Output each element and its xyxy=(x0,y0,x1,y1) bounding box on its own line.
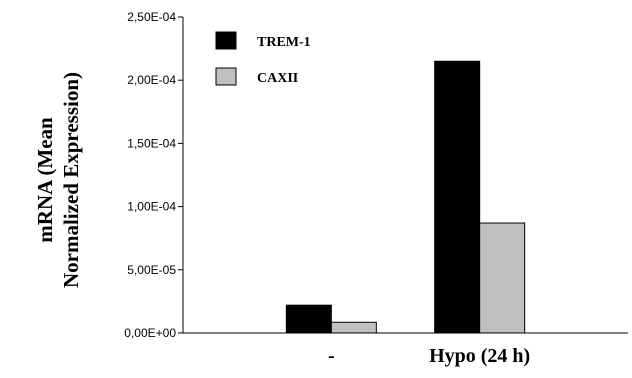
y-tick-label: 2,00E-04 xyxy=(127,73,176,87)
y-ticks: 0,00E+00 5,00E-05 1,00E-04 1,50E-04 2,00E-04… xyxy=(124,10,183,340)
bar-trem-1-1 xyxy=(434,60,481,334)
bars xyxy=(285,60,526,334)
y-tick-label: 2,50E-04 xyxy=(127,10,176,24)
legend-label: TREM-1 xyxy=(257,35,311,50)
y-tick-label: 0,00E+00 xyxy=(124,326,176,340)
y-axis-label: mRNA (Mean Normalized Expression) xyxy=(33,72,83,288)
legend-swatch xyxy=(215,31,237,50)
legend-label: CAXII xyxy=(257,71,298,86)
bar-caxii-1 xyxy=(479,222,526,334)
bar-trem-1-0 xyxy=(285,304,332,334)
y-axis-label-line-1: mRNA (Mean xyxy=(33,117,57,243)
x-tick-labels: - Hypo (24 h) xyxy=(328,345,530,367)
y-tick-label: 1,00E-04 xyxy=(127,200,176,214)
legend: TREM-1 CAXII xyxy=(215,31,311,86)
x-tick-label: - xyxy=(328,345,335,367)
axes xyxy=(182,17,628,334)
y-tick-label: 1,50E-04 xyxy=(127,136,176,150)
y-tick-label: 5,00E-05 xyxy=(127,263,176,277)
legend-swatch xyxy=(215,67,237,86)
bar-caxii-0 xyxy=(330,321,377,334)
x-tick-label: Hypo (24 h) xyxy=(429,345,530,367)
y-axis-label-line-2: Normalized Expression) xyxy=(59,72,83,288)
